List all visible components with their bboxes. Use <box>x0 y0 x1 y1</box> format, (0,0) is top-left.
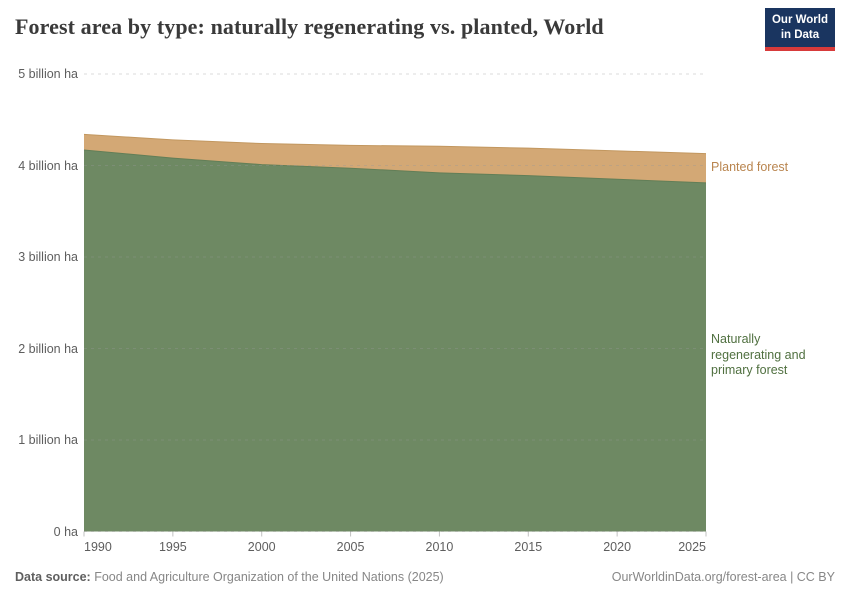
x-tick-label: 1990 <box>84 540 112 554</box>
owid-url-license[interactable]: OurWorldinData.org/forest-area | CC BY <box>611 570 835 584</box>
x-tick-label: 2020 <box>603 540 632 554</box>
x-tick-label: 2000 <box>247 540 276 554</box>
x-tick-label: 2015 <box>514 540 543 554</box>
area-naturally-regenerating[interactable] <box>84 149 706 532</box>
y-tick-label: 5 billion ha <box>18 67 78 81</box>
area-planted-forest[interactable] <box>84 134 706 183</box>
y-tick-label: 4 billion ha <box>18 158 78 173</box>
data-source-label: Data source: <box>15 570 91 584</box>
y-tick-label: 1 billion ha <box>18 433 78 447</box>
x-tick-label: 2005 <box>336 540 365 554</box>
area-edge-naturally-regenerating <box>83 149 707 184</box>
area-edge-planted-forest <box>83 133 707 155</box>
y-tick-label: 3 billion ha <box>18 250 78 264</box>
y-tick-label: 2 billion ha <box>18 341 78 356</box>
x-tick-label: 1995 <box>158 540 187 554</box>
data-source-text: Food and Agriculture Organization of the… <box>90 570 444 584</box>
data-source-note: Data source: Food and Agriculture Organi… <box>15 569 444 586</box>
owid-logo[interactable]: Our World in Data <box>764 8 835 51</box>
owid-logo-line2: in Data <box>780 28 820 41</box>
chart-title: Forest area by type: naturally regenerat… <box>15 14 604 39</box>
y-tick-label: 0 ha <box>53 524 78 539</box>
x-tick-label: 2025 <box>678 540 706 554</box>
chart-footer: Data source: Food and Agriculture Organi… <box>15 569 835 586</box>
owid-logo-line1: Our World <box>771 14 828 26</box>
series-label-planted-forest[interactable]: Planted forest <box>711 160 789 174</box>
series-label-naturally-regenerating[interactable]: Naturally regenerating and primary fores… <box>711 332 806 377</box>
x-tick-label: 2010 <box>425 540 454 554</box>
